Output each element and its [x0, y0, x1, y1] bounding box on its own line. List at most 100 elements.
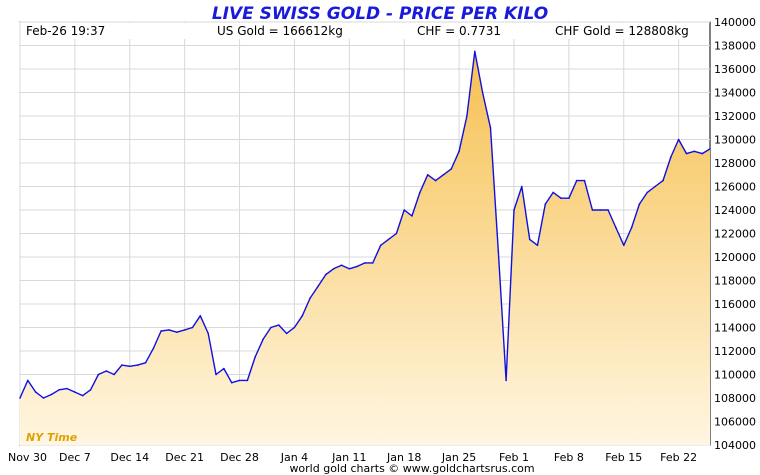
price-point	[426, 174, 429, 176]
price-point	[583, 179, 586, 182]
y-tick-label: 106000	[714, 416, 756, 429]
price-point	[191, 326, 194, 329]
x-tick-label: Jan 4	[280, 451, 308, 464]
price-point	[270, 326, 272, 329]
price-point	[599, 209, 601, 211]
price-point	[223, 367, 225, 370]
x-tick-label: Dec 14	[110, 451, 149, 464]
price-point	[254, 356, 256, 358]
price-point	[58, 389, 60, 391]
header-strip	[21, 23, 709, 39]
price-point	[560, 197, 562, 199]
price-point	[474, 50, 476, 53]
price-point	[403, 209, 406, 211]
price-point	[129, 365, 131, 368]
price-point	[27, 379, 29, 382]
price-point	[630, 226, 633, 229]
x-axis-ticks: Nov 30 Dec 7 Dec 14 Dec 21 Dec 28 Jan 4 Jan 11…	[8, 451, 697, 464]
price-point	[372, 262, 374, 264]
timezone-label: NY Time	[26, 431, 78, 444]
credit-text: world gold charts © www.goldchartsrus.co…	[289, 462, 534, 475]
price-point	[136, 364, 139, 366]
price-point	[317, 285, 319, 288]
price-point	[152, 347, 155, 350]
price-point	[677, 138, 680, 141]
price-point	[160, 330, 162, 332]
price-point	[450, 168, 453, 170]
price-point	[332, 268, 335, 270]
price-point	[285, 332, 288, 335]
price-point	[325, 273, 327, 276]
price-point	[34, 391, 37, 393]
price-point	[552, 191, 554, 194]
price-point	[81, 394, 84, 397]
x-tick-label: Jan 18	[386, 451, 421, 464]
price-point	[607, 209, 609, 211]
price-point	[66, 387, 68, 390]
price-point	[74, 391, 76, 393]
y-tick-label: 118000	[714, 275, 756, 288]
price-area	[20, 51, 710, 446]
price-point	[176, 331, 178, 334]
x-tick-label: Dec 28	[220, 451, 259, 464]
price-point	[521, 185, 523, 188]
price-point	[379, 244, 382, 247]
y-tick-label: 140000	[714, 16, 756, 29]
price-point	[230, 381, 233, 384]
price-point	[356, 265, 359, 268]
y-tick-label: 126000	[714, 181, 756, 194]
price-point	[709, 148, 711, 150]
price-point	[536, 244, 539, 247]
y-tick-label: 136000	[714, 63, 756, 76]
header-chf-gold: CHF Gold = 128808kg	[555, 24, 689, 38]
y-tick-label: 132000	[714, 110, 756, 123]
price-point	[466, 115, 468, 117]
price-point	[670, 156, 672, 158]
header-chf-rate: CHF = 0.7731	[417, 24, 501, 38]
y-tick-label: 124000	[714, 204, 756, 217]
price-point	[340, 264, 343, 267]
price-point	[19, 397, 21, 399]
price-point	[575, 179, 578, 182]
x-tick-label: Dec 21	[165, 451, 204, 464]
price-point	[481, 91, 484, 94]
price-point	[395, 232, 398, 235]
price-point	[419, 191, 421, 194]
price-point	[215, 373, 217, 376]
price-point	[615, 226, 617, 229]
y-tick-label: 114000	[714, 322, 756, 335]
price-point	[113, 373, 115, 376]
x-tick-label: Feb 22	[660, 451, 697, 464]
price-point	[207, 332, 209, 335]
y-tick-label: 134000	[714, 87, 756, 100]
y-axis-ticks: 104000 106000 108000 110000 112000 114000 1160…	[714, 16, 756, 452]
x-tick-label: Feb 15	[605, 451, 642, 464]
y-tick-label: 128000	[714, 157, 756, 170]
price-point	[662, 179, 664, 182]
y-tick-label: 120000	[714, 251, 756, 264]
price-point	[293, 326, 296, 329]
header-timestamp: Feb-26 19:37	[26, 24, 105, 38]
y-tick-label: 116000	[714, 298, 756, 311]
y-tick-label: 130000	[714, 134, 756, 147]
price-area-fill	[20, 51, 710, 446]
price-point	[168, 329, 170, 331]
price-point	[246, 379, 249, 382]
price-point	[199, 315, 202, 317]
price-point	[301, 315, 304, 317]
y-tick-label: 112000	[714, 345, 756, 358]
x-tick-label: Jan 11	[331, 451, 366, 464]
price-point	[121, 364, 123, 366]
price-point	[144, 362, 147, 364]
x-tick-label: Nov 30	[8, 451, 47, 464]
price-point	[50, 393, 53, 396]
price-point	[505, 379, 507, 382]
price-point	[646, 191, 649, 194]
price-point	[528, 238, 531, 241]
price-point	[442, 174, 445, 176]
price-point	[364, 262, 366, 264]
y-tick-label: 122000	[714, 228, 756, 241]
price-point	[309, 297, 311, 299]
y-tick-label: 104000	[714, 439, 756, 452]
price-point	[411, 215, 413, 217]
